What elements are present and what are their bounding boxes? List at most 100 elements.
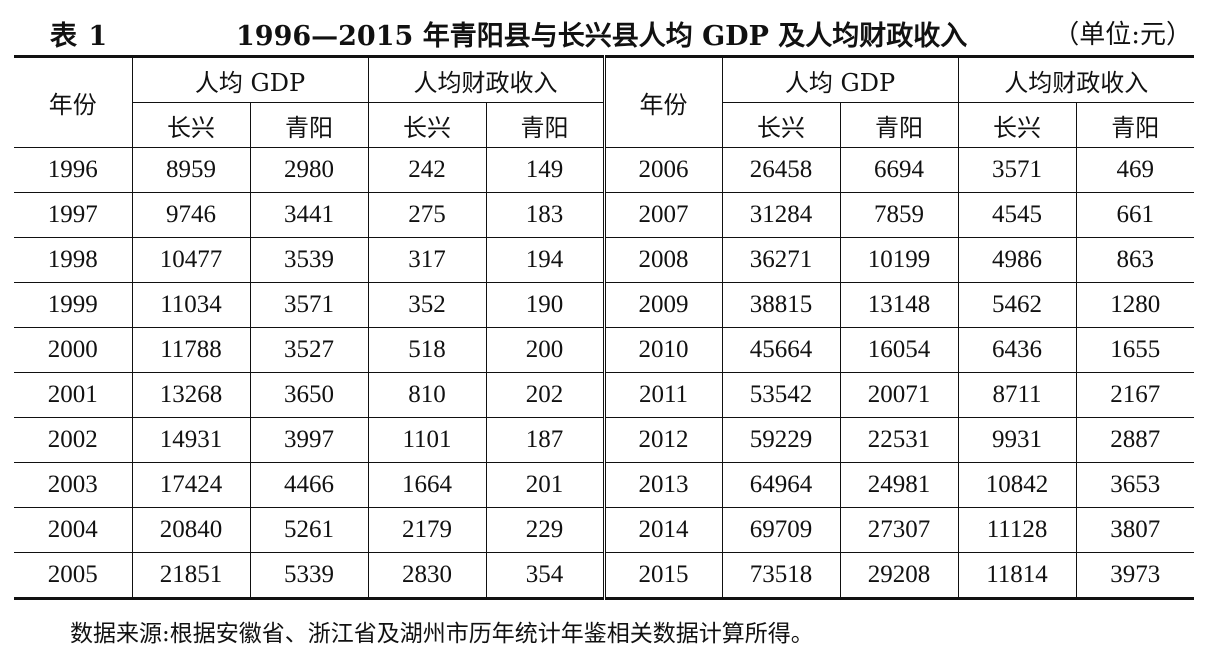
header-row-1: 年份 人均 GDP 人均财政收入 年份 人均 GDP 人均财政收入	[14, 56, 1195, 148]
gdp-changxing-cell: 9746	[131, 192, 251, 238]
gdp-changxing-cell: 14931	[131, 417, 251, 463]
fiscal-qingyang-cell: 661	[1075, 192, 1195, 238]
gdp-qingyang-cell: 22531	[839, 417, 959, 463]
gdp-qingyang-cell: 2980	[249, 147, 369, 193]
table-title: 1996—2015 年青阳县与长兴县人均 GDP 及人均财政收入	[236, 21, 968, 52]
table-title-row: 表 1 1996—2015 年青阳县与长兴县人均 GDP 及人均财政收入 （单位…	[0, 0, 1216, 58]
year-cell: 1998	[14, 237, 133, 283]
gdp-qingyang-cell: 4466	[249, 462, 369, 508]
table-label: 表 1	[50, 21, 109, 52]
year-cell: 2000	[14, 327, 133, 373]
year-cell: 2013	[603, 462, 723, 508]
unit-label: （单位:元）	[1053, 20, 1192, 50]
fiscal-qingyang-cell: 2887	[1075, 417, 1195, 463]
table-row: 1997 9746 3441 275 183 2007 31284 7859 4…	[14, 192, 1195, 238]
gdp-qingyang-cell: 5261	[249, 507, 369, 553]
fiscal-changxing-header-left: 长兴	[367, 102, 487, 148]
fiscal-header-right: 人均财政收入	[957, 56, 1195, 103]
year-cell: 1996	[14, 147, 133, 193]
gdp-changxing-cell: 11788	[131, 327, 251, 373]
fiscal-changxing-cell: 2830	[367, 552, 487, 599]
fiscal-changxing-cell: 3571	[957, 147, 1077, 193]
fiscal-changxing-cell: 5462	[957, 282, 1077, 328]
gdp-changxing-cell: 10477	[131, 237, 251, 283]
gdp-qingyang-cell: 3997	[249, 417, 369, 463]
gdp-qingyang-cell: 13148	[839, 282, 959, 328]
gdp-changxing-cell: 69709	[721, 507, 841, 553]
gdp-qingyang-header-left: 青阳	[249, 102, 369, 148]
fiscal-changxing-cell: 4545	[957, 192, 1077, 238]
fiscal-changxing-cell: 8711	[957, 372, 1077, 418]
fiscal-changxing-cell: 2179	[367, 507, 487, 553]
gdp-qingyang-cell: 3650	[249, 372, 369, 418]
table-row: 2003 17424 4466 1664 201 2013 64964 2498…	[14, 462, 1195, 508]
table-row: 1996 8959 2980 242 149 2006 26458 6694 3…	[14, 147, 1195, 193]
gdp-qingyang-cell: 7859	[839, 192, 959, 238]
gdp-changxing-cell: 20840	[131, 507, 251, 553]
fiscal-qingyang-cell: 149	[485, 147, 606, 193]
fiscal-changxing-cell: 1664	[367, 462, 487, 508]
year-cell: 2002	[14, 417, 133, 463]
gdp-changxing-cell: 73518	[721, 552, 841, 599]
table-row: 2005 21851 5339 2830 354 2015 73518 2920…	[14, 552, 1195, 599]
gdp-changxing-cell: 31284	[721, 192, 841, 238]
table-row: 2000 11788 3527 518 200 2010 45664 16054…	[14, 327, 1195, 373]
gdp-qingyang-cell: 5339	[249, 552, 369, 599]
gdp-qingyang-cell: 3571	[249, 282, 369, 328]
gdp-changxing-cell: 21851	[131, 552, 251, 599]
table-row: 1998 10477 3539 317 194 2008 36271 10199…	[14, 237, 1195, 283]
data-table-container: 年份 人均 GDP 人均财政收入 年份 人均 GDP 人均财政收入 长兴 青阳 …	[14, 55, 1195, 600]
fiscal-changxing-header-right: 长兴	[957, 102, 1077, 148]
fiscal-changxing-cell: 242	[367, 147, 487, 193]
fiscal-qingyang-cell: 469	[1075, 147, 1195, 193]
table-row: 1999 11034 3571 352 190 2009 38815 13148…	[14, 282, 1195, 328]
year-cell: 2010	[603, 327, 723, 373]
gdp-qingyang-cell: 3539	[249, 237, 369, 283]
year-cell: 2001	[14, 372, 133, 418]
fiscal-changxing-cell: 10842	[957, 462, 1077, 508]
year-cell: 2005	[14, 552, 133, 599]
fiscal-qingyang-cell: 200	[485, 327, 606, 373]
year-cell: 2007	[603, 192, 723, 238]
fiscal-changxing-cell: 518	[367, 327, 487, 373]
fiscal-qingyang-cell: 229	[485, 507, 606, 553]
fiscal-changxing-cell: 352	[367, 282, 487, 328]
fiscal-changxing-cell: 4986	[957, 237, 1077, 283]
fiscal-qingyang-cell: 1280	[1075, 282, 1195, 328]
fiscal-changxing-cell: 1101	[367, 417, 487, 463]
gdp-qingyang-cell: 3441	[249, 192, 369, 238]
fiscal-qingyang-cell: 3973	[1075, 552, 1195, 599]
gdp-header-right: 人均 GDP	[721, 56, 959, 103]
year-cell: 2004	[14, 507, 133, 553]
gdp-changxing-cell: 11034	[131, 282, 251, 328]
year-header-right: 年份	[603, 56, 723, 148]
fiscal-qingyang-cell: 183	[485, 192, 606, 238]
year-cell: 2008	[603, 237, 723, 283]
fiscal-qingyang-cell: 863	[1075, 237, 1195, 283]
fiscal-qingyang-cell: 190	[485, 282, 606, 328]
gdp-qingyang-cell: 3527	[249, 327, 369, 373]
fiscal-qingyang-cell: 194	[485, 237, 606, 283]
gdp-changxing-cell: 38815	[721, 282, 841, 328]
fiscal-qingyang-cell: 3653	[1075, 462, 1195, 508]
fiscal-changxing-cell: 11814	[957, 552, 1077, 599]
year-cell: 2009	[603, 282, 723, 328]
data-table: 年份 人均 GDP 人均财政收入 年份 人均 GDP 人均财政收入 长兴 青阳 …	[14, 55, 1195, 600]
gdp-qingyang-header-right: 青阳	[839, 102, 959, 148]
fiscal-changxing-cell: 6436	[957, 327, 1077, 373]
fiscal-qingyang-cell: 354	[485, 552, 606, 599]
gdp-changxing-cell: 64964	[721, 462, 841, 508]
year-cell: 2012	[603, 417, 723, 463]
gdp-qingyang-cell: 27307	[839, 507, 959, 553]
year-header-left: 年份	[14, 56, 133, 148]
gdp-changxing-cell: 53542	[721, 372, 841, 418]
year-cell: 2011	[603, 372, 723, 418]
gdp-changxing-cell: 36271	[721, 237, 841, 283]
year-cell: 2003	[14, 462, 133, 508]
table-header: 年份 人均 GDP 人均财政收入 年份 人均 GDP 人均财政收入 长兴 青阳 …	[14, 56, 1195, 148]
gdp-changxing-header-left: 长兴	[132, 102, 251, 148]
gdp-qingyang-cell: 6694	[839, 147, 959, 193]
year-cell: 1997	[14, 192, 133, 238]
fiscal-header-left: 人均财政收入	[367, 56, 606, 103]
fiscal-qingyang-cell: 202	[485, 372, 606, 418]
